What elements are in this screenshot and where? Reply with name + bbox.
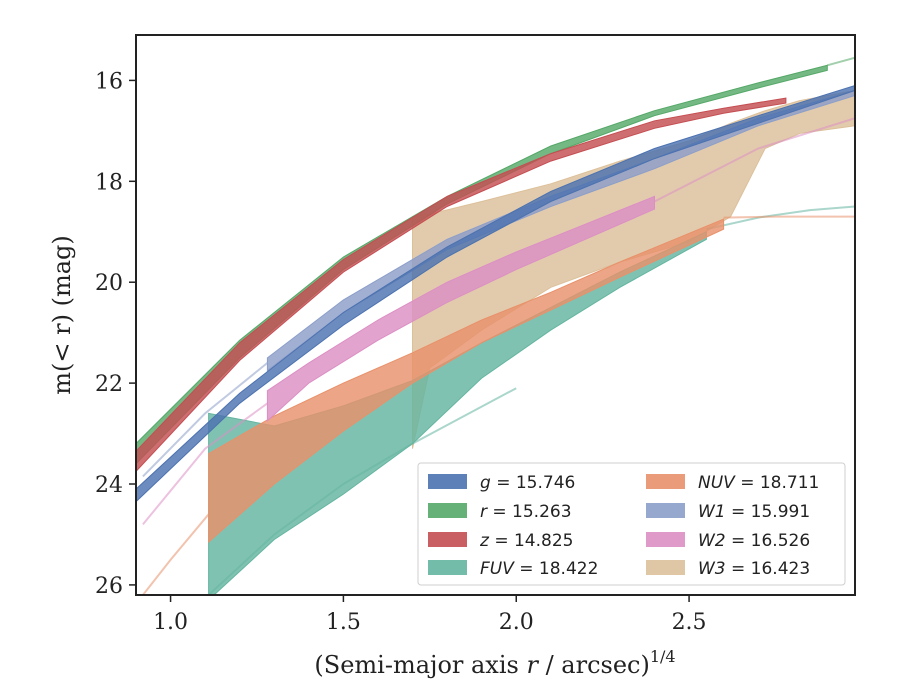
series-r-line	[827, 56, 855, 67]
legend: g = 15.746 r = 15.263 z = 14.825 FUV = 18.4…	[417, 462, 846, 586]
legend-label-w3: W3 = 16.423	[698, 559, 810, 579]
y-tick-label: 22	[95, 372, 123, 397]
series-w1-line	[142, 362, 269, 478]
series-fuv-line	[706, 205, 855, 231]
legend-label-w1: W1 = 15.991	[698, 502, 810, 522]
y-tick-label: 20	[95, 271, 123, 296]
legend-label-z: z = 14.825	[479, 531, 573, 551]
y-tick-label: 16	[95, 69, 123, 94]
plot-frame	[135, 34, 856, 596]
series-nuv-band	[208, 218, 725, 544]
legend-swatch-nuv	[646, 474, 685, 489]
series-nuv-line	[142, 513, 210, 595]
series-g-band	[136, 84, 855, 503]
legend-label-r: r = 15.263	[480, 502, 572, 522]
y-axis-title: m(< r) (mag)	[48, 235, 76, 394]
y-tick-label: 18	[95, 170, 123, 195]
legend-frame	[417, 462, 846, 586]
y-tick-label: 24	[95, 473, 123, 498]
series-layer	[136, 56, 855, 595]
legend-label-nuv: NUV = 18.711	[698, 473, 819, 493]
legend-swatch-w1	[646, 503, 685, 518]
legend-swatch-w2	[646, 532, 685, 547]
series-w2-line	[654, 117, 855, 203]
x-axis-title: (Semi-major axis r / arcsec)1/4	[314, 647, 675, 679]
x-tick-label: 2.5	[672, 610, 707, 635]
legend-swatch-fuv	[428, 560, 467, 575]
legend-swatch-g	[428, 474, 467, 489]
legend-swatch-w3	[646, 560, 685, 575]
legend-swatch-r	[428, 503, 467, 518]
y-tick-label: 26	[95, 574, 123, 599]
series-z-band	[136, 97, 787, 473]
x-tick-label: 2.0	[499, 610, 534, 635]
series-nuv-line	[723, 215, 855, 219]
series-w2-band	[266, 195, 655, 423]
legend-label-fuv: FUV = 18.422	[480, 559, 598, 579]
series-w2-line	[142, 402, 268, 526]
x-tick-label: 1.5	[326, 610, 361, 635]
legend-label-g: g = 15.746	[480, 473, 575, 493]
ticks-layer: 1.0 1.5 2.0 2.5 16 18 20 22 24 26	[95, 69, 707, 635]
legend-label-w2: W2 = 16.526	[698, 531, 810, 551]
x-tick-label: 1.0	[153, 610, 188, 635]
legend-swatch-z	[428, 532, 467, 547]
